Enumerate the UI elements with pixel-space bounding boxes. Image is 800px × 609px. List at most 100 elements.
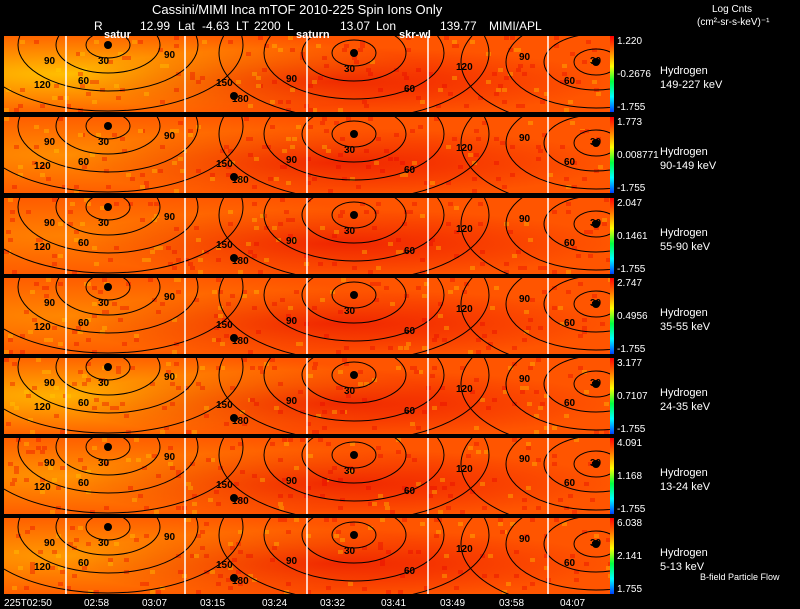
pixel-block — [410, 366, 415, 370]
pixel-block — [503, 390, 508, 394]
pixel-block — [150, 250, 155, 254]
pixel-block — [176, 290, 181, 294]
pixel-block — [484, 450, 489, 454]
pixel-block — [6, 422, 11, 426]
pixel-block — [68, 222, 73, 226]
pixel-block — [460, 366, 465, 370]
pixel-block — [88, 590, 93, 594]
pixel-block — [196, 590, 201, 594]
pixel-block — [582, 60, 587, 64]
pixel-block — [196, 238, 201, 242]
pixel-block — [468, 350, 473, 354]
pixel-block — [278, 502, 283, 506]
spectrogram-panel: 30 60 90 120 150 180 30 60 120 30 60 90 90 90 — [4, 36, 610, 112]
pixel-block — [470, 40, 475, 44]
pixel-block — [132, 498, 137, 502]
pixel-block — [46, 370, 51, 374]
pixel-block — [341, 278, 346, 282]
pixel-block — [120, 137, 125, 141]
pixel-block — [176, 506, 181, 510]
contour-label: 30 — [344, 546, 356, 557]
colorbar-min: -1.755 — [617, 504, 646, 515]
contour-label: 60 — [78, 478, 90, 489]
panel-label: Hydrogen 35-55 keV — [660, 306, 710, 334]
pole-marker — [104, 41, 112, 49]
pixel-block — [538, 266, 543, 270]
pixel-block — [527, 402, 532, 406]
pixel-block — [312, 177, 317, 181]
pixel-block — [572, 161, 577, 165]
pixel-block — [530, 64, 535, 68]
pixel-block — [200, 546, 205, 550]
pixel-block — [420, 100, 425, 104]
pixel-block — [18, 173, 23, 177]
pixel-block — [428, 242, 433, 246]
pixel-block — [252, 185, 257, 189]
pixel-block — [322, 482, 327, 486]
pixel-block — [86, 282, 91, 286]
pixel-block — [258, 366, 263, 370]
pixel-block — [400, 173, 405, 177]
pixel-block — [356, 185, 361, 189]
species-label: Hydrogen — [660, 146, 708, 158]
pixel-block — [372, 226, 377, 230]
pixel-block — [242, 422, 247, 426]
x-tick-label: 03:24 — [262, 598, 288, 609]
colorbar-max: 6.038 — [617, 518, 643, 529]
pixel-block — [44, 129, 49, 133]
pixel-block — [486, 406, 491, 410]
contour-line — [331, 521, 377, 549]
pixel-block — [124, 306, 129, 310]
colorbar-mid: 1.168 — [617, 471, 643, 482]
pixel-block — [308, 108, 313, 112]
pixel-block — [326, 442, 331, 446]
pixel-block — [522, 338, 527, 342]
contour-line — [301, 278, 407, 324]
contour-line — [4, 117, 244, 193]
contour-line — [218, 198, 490, 274]
pixel-block — [516, 48, 521, 52]
pixel-block — [156, 474, 161, 478]
pixel-block — [104, 402, 109, 406]
colorbar-min: -1.755 — [617, 344, 646, 355]
contour-line — [301, 36, 407, 82]
pixel-block — [564, 414, 569, 418]
contour-line — [263, 117, 445, 181]
pixel-block — [134, 538, 139, 542]
pixel-block — [264, 44, 269, 48]
pixel-block — [228, 210, 233, 214]
pixel-block — [130, 366, 135, 370]
pixel-block — [536, 358, 541, 362]
pixel-block — [396, 238, 401, 242]
pixel-block — [100, 206, 105, 210]
pixel-block — [130, 534, 135, 538]
pixel-block — [450, 482, 455, 486]
pixel-block — [66, 586, 71, 590]
pixel-block — [136, 458, 141, 462]
pixel-block — [596, 137, 601, 141]
contour-label: 60 — [564, 558, 576, 569]
pixel-block — [528, 121, 533, 125]
contour-label: 60 — [78, 238, 90, 249]
pixel-block — [582, 318, 587, 322]
pixel-block — [348, 582, 353, 586]
pixel-block — [416, 68, 421, 72]
pixel-block — [226, 578, 231, 582]
pixel-block — [104, 506, 109, 510]
contour-line — [4, 438, 244, 514]
pixel-block — [570, 52, 575, 56]
pixel-block — [82, 566, 87, 570]
pixel-block — [394, 157, 399, 161]
pixel-block — [558, 498, 563, 502]
pixel-block — [498, 522, 503, 526]
colorbar-mid: -0.2676 — [617, 69, 651, 80]
pixel-block — [470, 490, 475, 494]
pixel-block — [308, 125, 313, 129]
pixel-block — [526, 486, 531, 490]
pixel-block — [92, 406, 97, 410]
pixel-block — [376, 446, 381, 450]
pixel-block — [508, 48, 513, 52]
pixel-block — [596, 92, 601, 96]
x-tick-label: 03:58 — [499, 598, 525, 609]
contour-line — [301, 358, 407, 404]
